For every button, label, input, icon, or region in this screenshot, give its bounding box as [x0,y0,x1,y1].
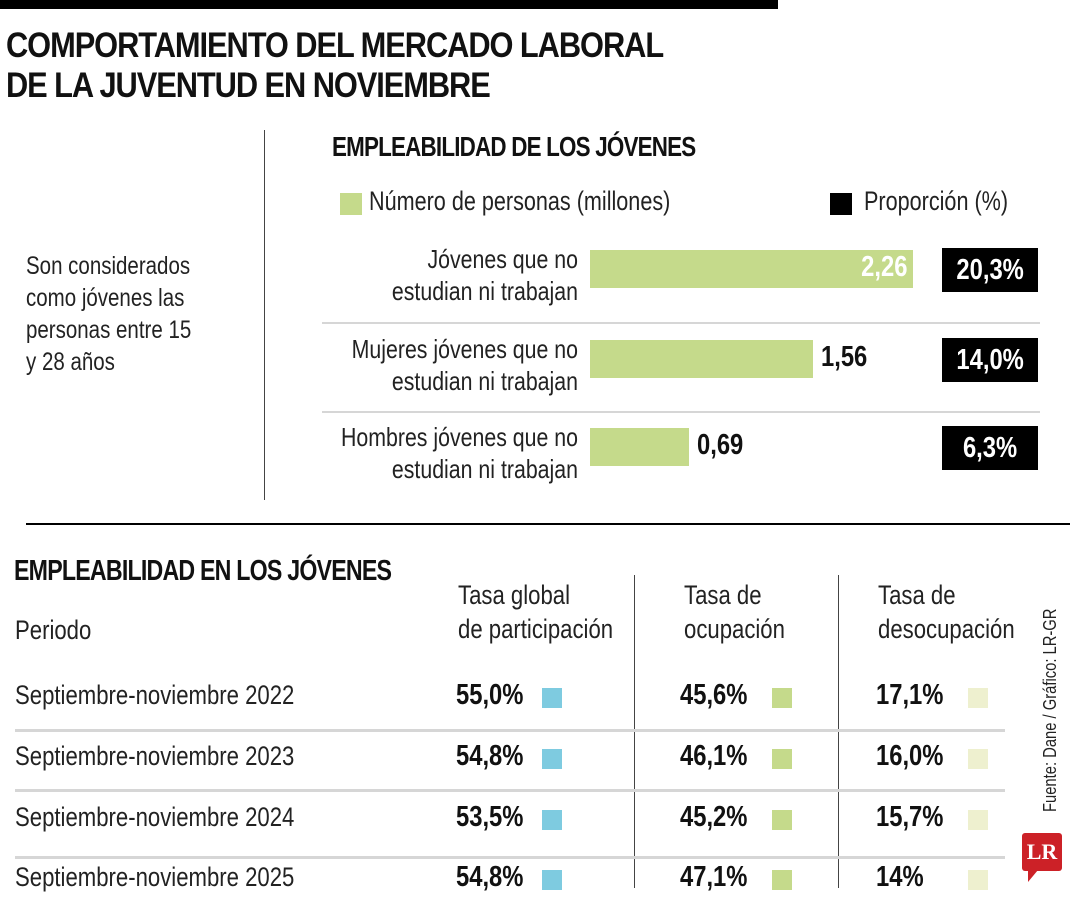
participation-cell: 53,5% [456,801,524,833]
participation-cell: 54,8% [456,861,524,893]
bar-people [590,340,813,378]
category-label: Hombres jóvenes que no estudian ni trabaj… [307,421,578,485]
category-label-line: Hombres jóvenes que no [340,422,578,452]
bar-chart-title: EMPLEABILIDAD DE LOS JÓVENES [332,131,696,162]
legend-label-proportion: Proporción (%) [864,186,1009,216]
note-line: Son considerados [26,252,191,280]
column-header-unemployment: Tasa de desocupación [878,578,1015,646]
vertical-divider [264,130,265,500]
header-line: Tasa de [684,580,762,610]
category-label-line: Jóvenes que no [427,244,578,274]
period-cell: Septiembre-noviembre 2023 [15,741,295,771]
occupation-marker [772,688,792,708]
unemployment-marker [968,749,988,769]
bar-value-label: 1,56 [821,341,868,373]
section-separator [26,523,1070,525]
proportion-box: 6,3% [942,426,1038,470]
logo-tail [1028,870,1038,882]
unemployment-cell: 17,1% [876,679,944,711]
proportion-value: 14,0% [956,343,1024,376]
occupation-cell: 45,6% [680,679,748,711]
lr-logo: LR [1022,833,1062,871]
legend-swatch-black [830,193,852,215]
age-note: Son considerados como jóvenes las person… [26,250,215,378]
category-label: Jóvenes que no estudian ni trabajan [307,243,578,307]
proportion-box: 14,0% [942,338,1038,382]
bar-value-label: 2,26 [860,251,907,283]
proportion-value: 20,3% [956,253,1024,286]
legend-swatch-green [340,193,362,215]
participation-marker [542,688,562,708]
category-label-line: Mujeres jóvenes que no [351,334,578,364]
period-cell: Septiembre-noviembre 2025 [15,862,295,892]
bar-people [590,250,913,288]
bar-people [590,428,689,466]
proportion-value: 6,3% [962,431,1018,464]
participation-cell: 55,0% [456,679,524,711]
table-row-separator [15,729,1005,732]
table-row-separator [15,856,1005,859]
category-label: Mujeres jóvenes que no estudian ni trabaj… [307,333,578,397]
participation-marker [542,870,562,890]
note-line: personas entre 15 [26,316,192,344]
occupation-cell: 45,2% [680,801,748,833]
unemployment-cell: 15,7% [876,801,944,833]
participation-cell: 54,8% [456,740,524,772]
column-header-occupation: Tasa de ocupación [684,578,785,646]
occupation-marker [772,810,792,830]
occupation-marker [772,749,792,769]
period-cell: Septiembre-noviembre 2022 [15,680,295,710]
column-header-period: Periodo [15,615,92,645]
period-cell: Septiembre-noviembre 2024 [15,802,295,832]
unemployment-cell: 14% [876,861,924,893]
row-separator [322,322,1040,324]
title-line: DE LA JUVENTUD EN NOVIEMBRE [6,66,491,105]
bar-value-label: 0,69 [697,429,744,461]
note-line: como jóvenes las [26,284,185,312]
unemployment-marker [968,870,988,890]
occupation-marker [772,870,792,890]
top-rule [0,0,778,9]
header-line: desocupación [878,614,1015,644]
header-line: de participación [458,614,614,644]
header-line: Tasa de [878,580,956,610]
page-title: COMPORTAMIENTO DEL MERCADO LABORAL DE LA… [6,26,664,106]
header-line: Tasa global [458,580,571,610]
occupation-cell: 47,1% [680,861,748,893]
participation-marker [542,810,562,830]
unemployment-marker [968,688,988,708]
legend-label-people: Número de personas (millones) [369,186,671,216]
table-title: EMPLEABILIDAD EN LOS JÓVENES [14,555,392,587]
row-separator [322,411,1040,413]
unemployment-marker [968,810,988,830]
participation-marker [542,749,562,769]
column-header-participation: Tasa global de participación [458,578,613,646]
occupation-cell: 46,1% [680,740,748,772]
source-credit: Fuente: Dane / Gráfico: LR-GR [1040,608,1060,812]
note-line: y 28 años [26,348,115,376]
category-label-line: estudian ni trabajan [391,366,578,396]
table-row-separator [15,789,1005,792]
unemployment-cell: 16,0% [876,740,944,772]
category-label-line: estudian ni trabajan [391,276,578,306]
title-line: COMPORTAMIENTO DEL MERCADO LABORAL [6,26,664,65]
proportion-box: 20,3% [942,248,1038,292]
header-line: ocupación [684,614,785,644]
category-label-line: estudian ni trabajan [391,454,578,484]
